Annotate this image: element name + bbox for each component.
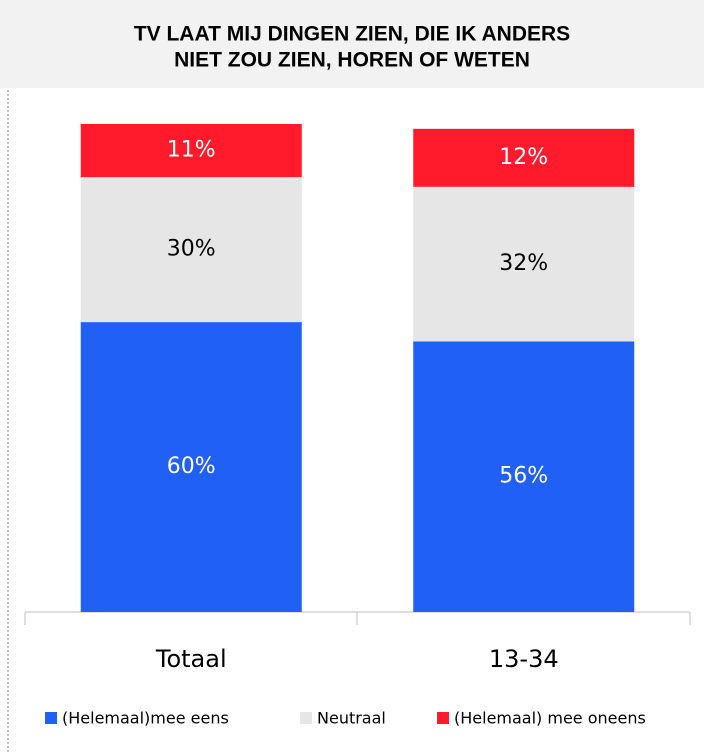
x-tick-label: Totaal (155, 645, 227, 673)
bar-segment (413, 341, 635, 612)
bar-segment (80, 177, 302, 323)
chart-title: TV LAAT MIJ DINGEN ZIEN, DIE IK ANDERS (134, 23, 570, 46)
chart-title: NIET ZOU ZIEN, HOREN OF WETEN (174, 49, 530, 72)
data-label: 11% (167, 138, 216, 163)
legend-swatch (300, 712, 312, 724)
data-label: 12% (499, 145, 548, 170)
legend-swatch (45, 712, 57, 724)
data-label: 32% (499, 251, 548, 276)
legend-label: (Helemaal)mee eens (62, 709, 229, 728)
data-label: 56% (499, 464, 548, 489)
bar-segment (413, 186, 635, 342)
data-label: 60% (167, 454, 216, 479)
legend-label: Neutraal (317, 709, 386, 728)
legend-label: (Helemaal) mee oneens (454, 709, 646, 728)
bar-segment (80, 322, 302, 612)
legend-swatch (437, 712, 449, 724)
title-band (0, 0, 704, 88)
bar-segment (80, 124, 302, 178)
data-label: 30% (167, 237, 216, 262)
bar-segment (413, 128, 635, 187)
x-tick-label: 13-34 (489, 645, 559, 673)
